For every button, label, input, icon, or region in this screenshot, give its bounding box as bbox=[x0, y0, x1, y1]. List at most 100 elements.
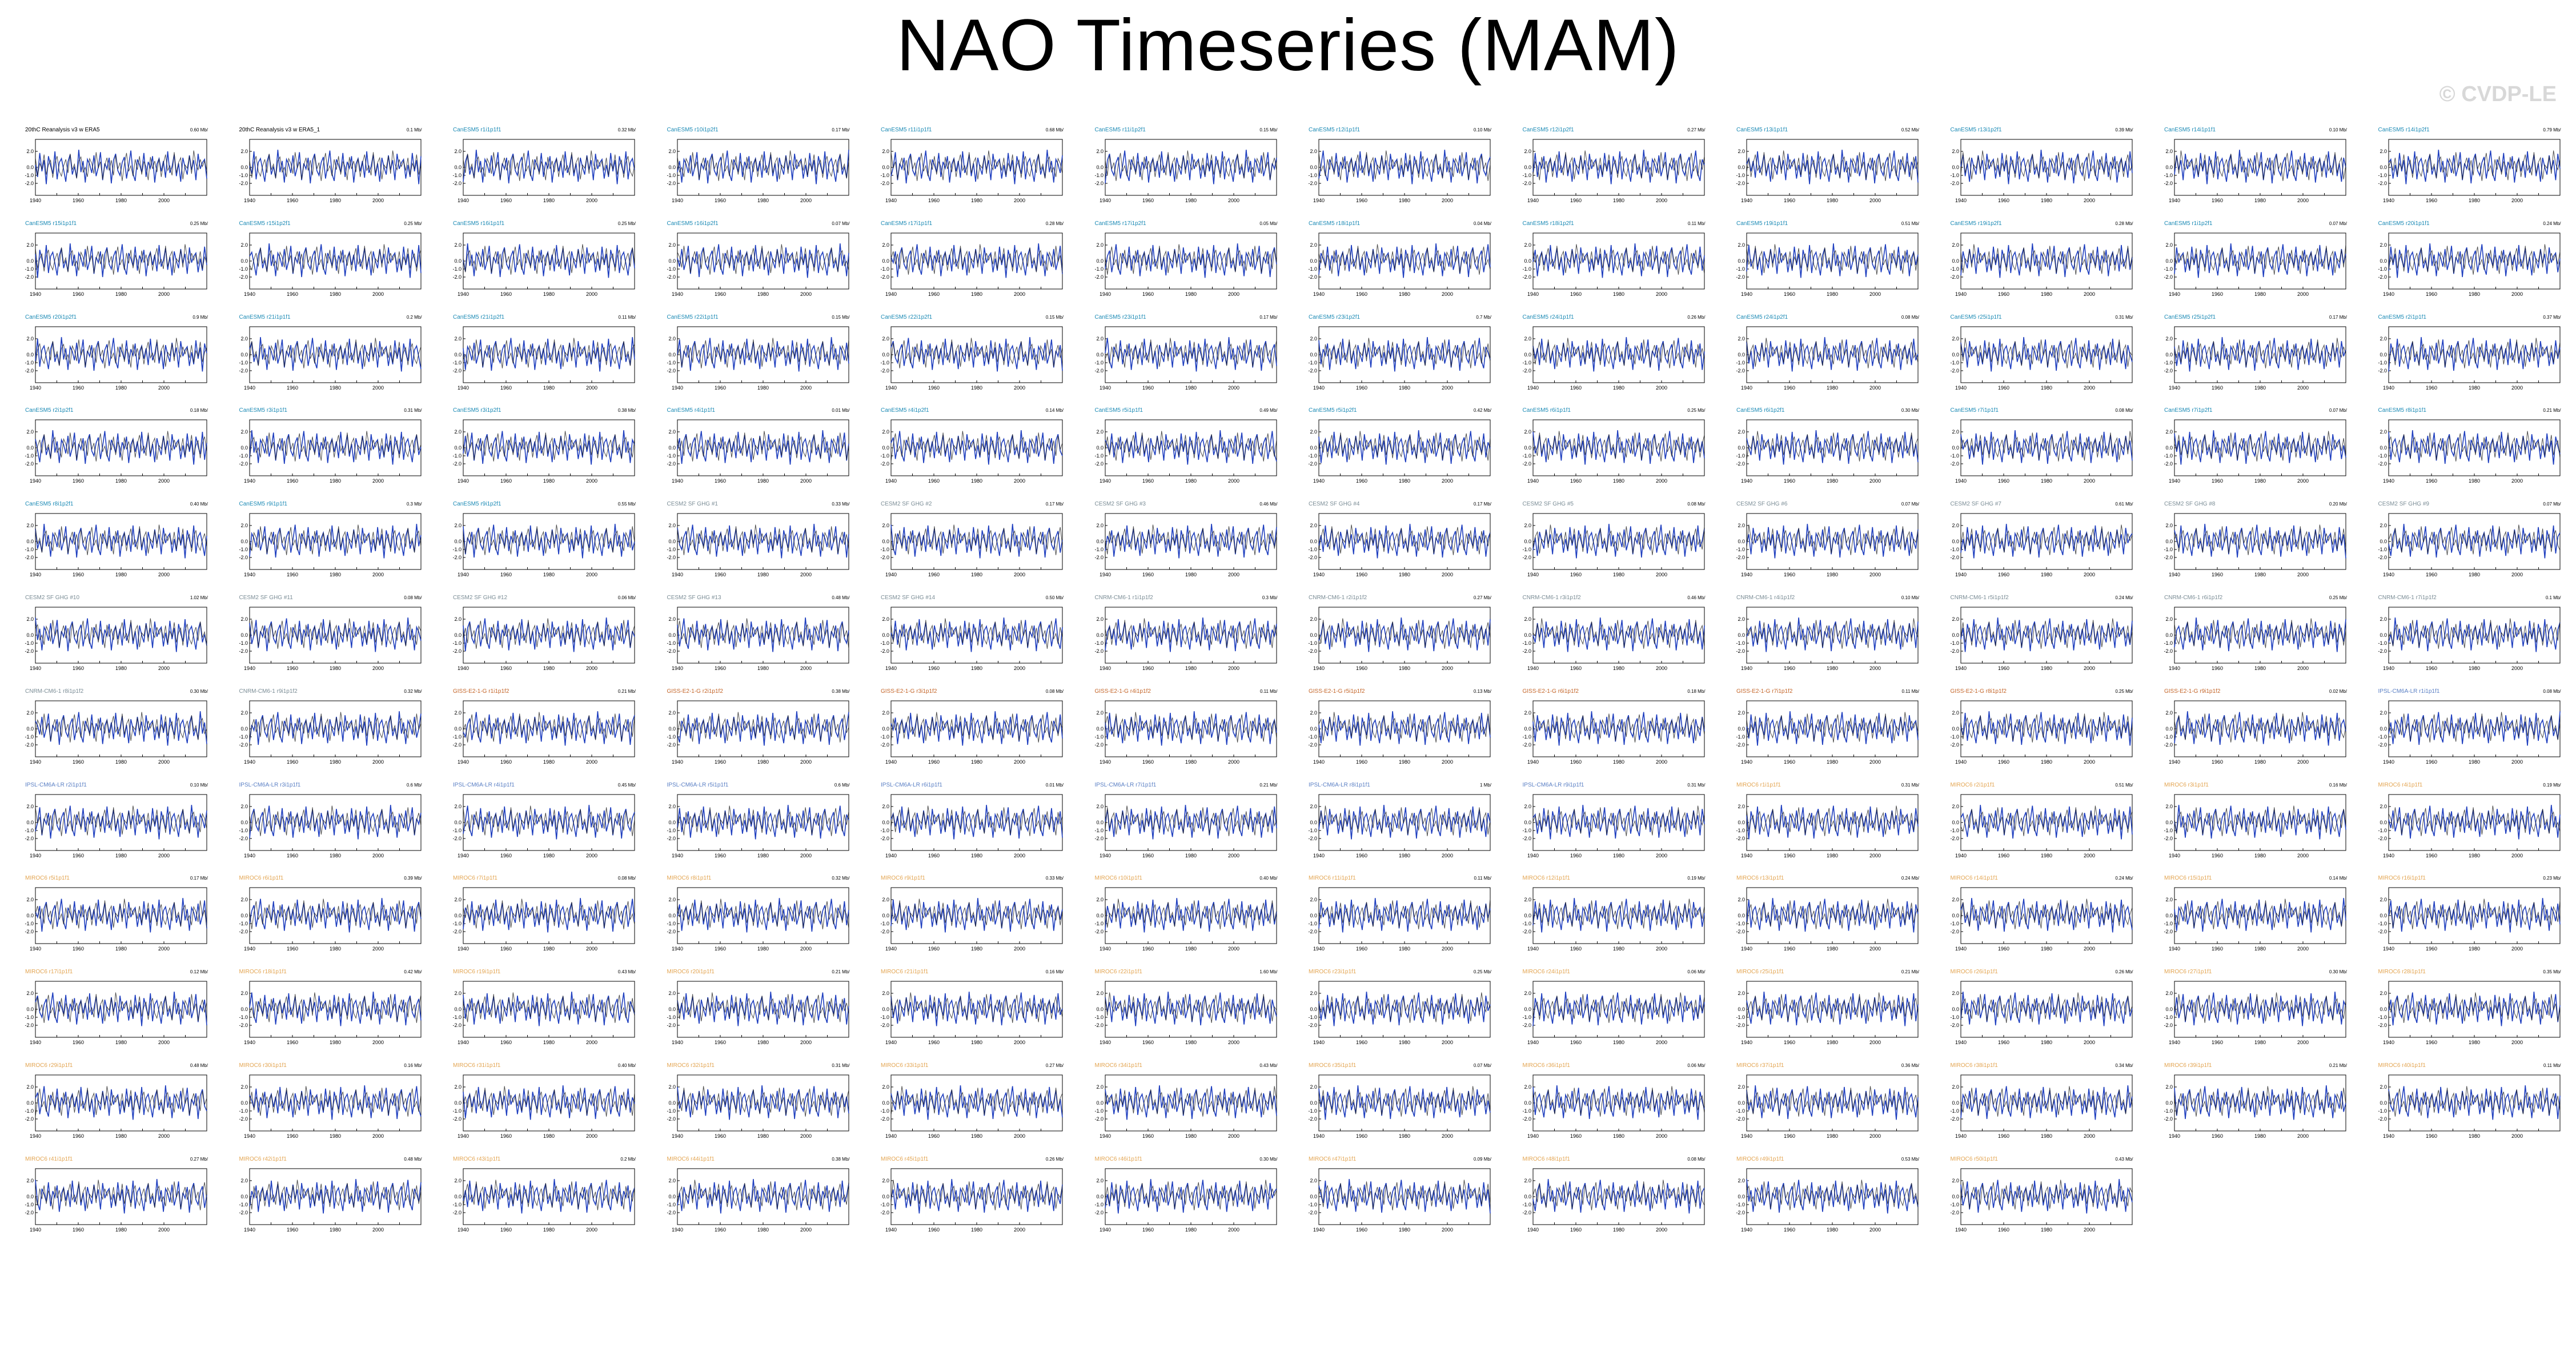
panel-value: 0.08 Mb/ bbox=[1045, 688, 1064, 694]
series-line-model bbox=[248, 150, 422, 184]
x-tick-label: 1960 bbox=[1142, 1133, 1153, 1139]
x-tick-label: 1980 bbox=[329, 1227, 340, 1233]
plot-frame bbox=[2174, 700, 2346, 757]
x-tick-label: 2000 bbox=[1869, 1040, 1881, 1045]
panel: MIROC6 r44i1p1f1 0.38 Mb/2.0 0.0 -1.0 -2.0 19… bbox=[665, 1156, 851, 1236]
series-line-observed bbox=[1746, 712, 1919, 743]
series-line-model bbox=[1532, 1085, 1705, 1120]
y-tick-label: 2.0 bbox=[454, 897, 462, 902]
panel-title: CanESM5 r11i1p1f1 bbox=[881, 127, 932, 133]
x-tick-label: 1980 bbox=[115, 198, 127, 203]
y-tick-label: -2.0 bbox=[1094, 648, 1104, 654]
x-tick-label: 2000 bbox=[372, 478, 383, 484]
x-tick-label: 2000 bbox=[1227, 478, 1239, 484]
x-tick-label: 2000 bbox=[2297, 759, 2309, 765]
y-tick-label: -2.0 bbox=[1308, 929, 1317, 934]
panel: MIROC6 r22i1p1f1 1.60 Mb/2.0 0.0 -1.0 -2.0 19… bbox=[1093, 969, 1279, 1049]
series-line-observed bbox=[2174, 618, 2346, 649]
x-tick-label: 1980 bbox=[1827, 1133, 1838, 1139]
series-line-observed bbox=[1746, 898, 1919, 930]
y-tick-label: 2.0 bbox=[1096, 429, 1104, 435]
series-line-model bbox=[1104, 711, 1277, 746]
x-tick-label: 1940 bbox=[458, 665, 469, 671]
panel-value: 0.48 Mb/ bbox=[404, 1156, 422, 1162]
series-line-observed bbox=[677, 712, 849, 743]
panel-value: 0.25 Mb/ bbox=[1473, 969, 1491, 975]
panel-title: MIROC6 r43i1p1f1 bbox=[453, 1156, 501, 1162]
x-tick-label: 2000 bbox=[372, 1040, 383, 1045]
panel: CanESM5 r12i1p2f1 0.27 Mb/2.0 0.0 -1.0 -2.0 1… bbox=[1520, 127, 1707, 207]
panel-title: CanESM5 r4i1p2f1 bbox=[881, 407, 929, 414]
panel-title: CanESM5 r6i1p1f1 bbox=[1522, 407, 1571, 414]
panel: CNRM-CM6-1 r5i1p1f2 0.24 Mb/2.0 0.0 -1.0 -2.… bbox=[1948, 595, 2134, 675]
panel-title: CESM2 SF GHG #8 bbox=[2164, 501, 2216, 508]
y-tick-label: 2.0 bbox=[668, 1084, 676, 1090]
panel: CanESM5 r23i1p2f1 0.7 Mb/2.0 0.0 -1.0 -2.0 19… bbox=[1306, 314, 1492, 394]
x-tick-label: 1980 bbox=[1612, 198, 1624, 203]
y-tick-label: -2.0 bbox=[1094, 1116, 1104, 1122]
y-tick-label: 2.0 bbox=[1738, 523, 1745, 528]
series-line-observed bbox=[2388, 898, 2560, 930]
panel-value: 0.30 Mb/ bbox=[1259, 1156, 1278, 1162]
series-line-model bbox=[1532, 898, 1705, 933]
y-tick-label: -2.0 bbox=[1950, 1116, 1959, 1122]
x-tick-label: 2000 bbox=[586, 478, 597, 484]
series-line-model bbox=[1104, 992, 1277, 1026]
y-tick-label: -2.0 bbox=[2378, 274, 2387, 280]
series-line-observed bbox=[2388, 431, 2560, 462]
series-line-observed bbox=[677, 431, 849, 462]
y-tick-label: -1.0 bbox=[1950, 360, 1959, 366]
x-tick-label: 2000 bbox=[158, 572, 170, 577]
series-line-observed bbox=[35, 898, 207, 930]
panel-title: CanESM5 r11i1p2f1 bbox=[1094, 127, 1146, 133]
y-tick-label: -1.0 bbox=[2164, 547, 2173, 552]
x-tick-label: 1980 bbox=[1827, 572, 1838, 577]
panel-title: CanESM5 r12i1p2f1 bbox=[1522, 127, 1574, 133]
panel-title: CanESM5 r5i1p1f1 bbox=[1094, 407, 1143, 414]
panel-title: CESM2 SF GHG #11 bbox=[239, 595, 293, 601]
x-tick-label: 1960 bbox=[2212, 759, 2223, 765]
y-tick-label: -2.0 bbox=[1522, 1022, 1531, 1028]
y-tick-label: -2.0 bbox=[2378, 648, 2387, 654]
y-tick-label: -1.0 bbox=[880, 921, 889, 926]
y-tick-label: 2.0 bbox=[1524, 616, 1531, 622]
panel: MIROC6 r46i1p1f1 0.30 Mb/2.0 0.0 -1.0 -2.0 19… bbox=[1093, 1156, 1279, 1236]
x-tick-label: 2000 bbox=[1442, 198, 1453, 203]
x-tick-label: 2000 bbox=[1655, 665, 1667, 671]
y-tick-label: 0.0 bbox=[1096, 1194, 1104, 1199]
panel-value: 0.52 Mb/ bbox=[1901, 127, 1919, 133]
x-tick-label: 1980 bbox=[757, 946, 768, 952]
panel-value: 0.24 Mb/ bbox=[1901, 876, 1919, 881]
y-tick-label: 2.0 bbox=[2165, 897, 2173, 902]
x-tick-label: 1980 bbox=[1827, 665, 1838, 671]
y-tick-label: -2.0 bbox=[1094, 1022, 1104, 1028]
series-line-model bbox=[1318, 617, 1491, 652]
y-tick-label: -1.0 bbox=[2378, 266, 2387, 272]
x-tick-label: 1960 bbox=[1997, 385, 2009, 391]
x-tick-label: 1980 bbox=[1612, 853, 1624, 858]
panel-value: 0.24 Mb/ bbox=[2543, 220, 2561, 226]
panel: CESM2 SF GHG #1 0.33 Mb/2.0 0.0 -1.0 -2.0 194… bbox=[665, 501, 851, 581]
x-tick-label: 1960 bbox=[286, 1040, 298, 1045]
y-tick-label: 2.0 bbox=[668, 897, 676, 902]
x-tick-label: 1980 bbox=[2254, 291, 2266, 297]
x-tick-label: 1940 bbox=[1099, 1040, 1110, 1045]
x-tick-label: 1960 bbox=[1997, 572, 2009, 577]
series-line-model bbox=[1318, 243, 1491, 278]
series-line-observed bbox=[463, 805, 635, 836]
x-tick-label: 2000 bbox=[800, 853, 811, 858]
panel-title: CESM2 SF GHG #6 bbox=[1736, 501, 1788, 508]
series-line-observed bbox=[1960, 805, 2132, 836]
x-tick-label: 1980 bbox=[2468, 1040, 2479, 1045]
y-tick-label: -2.0 bbox=[880, 180, 889, 186]
panel-title: MIROC6 r7i1p1f1 bbox=[453, 875, 497, 882]
panel: IPSL-CM6A-LR r7i1p1f1 0.21 Mb/2.0 0.0 -1.0-… bbox=[1093, 782, 1279, 862]
y-tick-label: 2.0 bbox=[2380, 897, 2387, 902]
